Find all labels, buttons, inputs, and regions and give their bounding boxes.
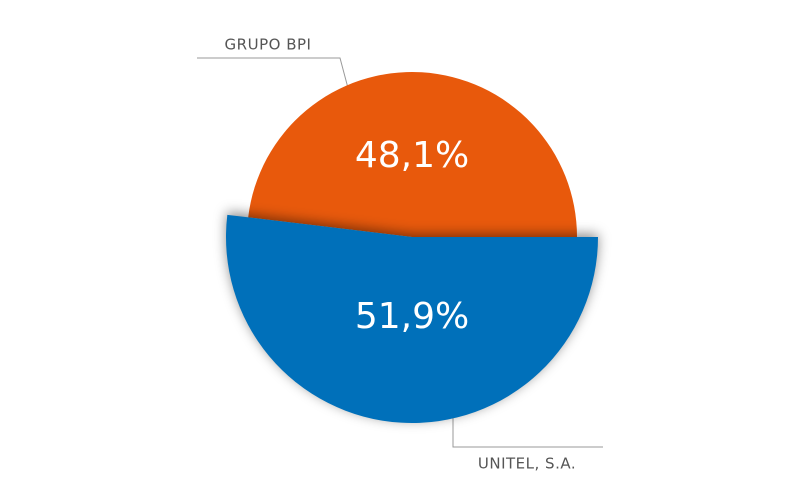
category-label: UNITEL, S.A. <box>478 455 576 473</box>
pie-slice <box>226 214 599 423</box>
leader-line <box>197 57 349 89</box>
pie-slice <box>248 71 577 237</box>
pie <box>226 71 599 423</box>
category-label: GRUPO BPI <box>225 36 312 54</box>
leader-line <box>452 418 603 448</box>
value-label: 51,9% <box>355 296 469 337</box>
value-label: 48,1% <box>355 135 469 176</box>
